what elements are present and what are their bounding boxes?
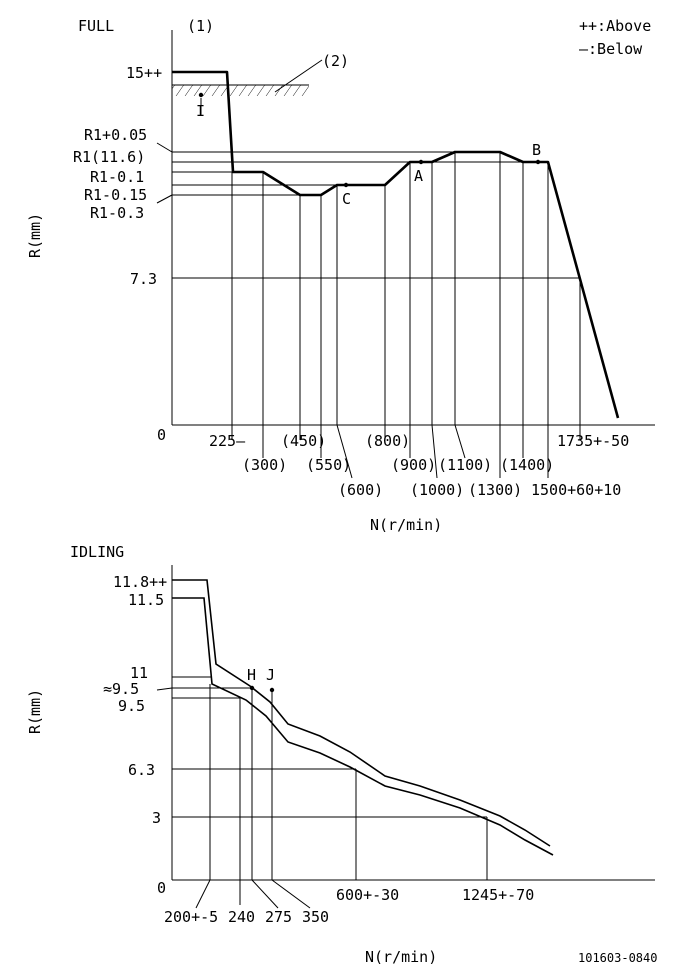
point-C-dot [343,182,349,188]
full-curve [172,70,620,419]
x-label-800: (800) [365,432,410,450]
y-label-r1-minus-015: R1-0.15 [84,186,147,204]
idling-y-axis-label: R(mm) [26,689,44,734]
vline-350-leader [271,879,311,909]
leader-r1-plus [156,142,173,153]
marker-2-leader [274,59,323,93]
y-label-6-3: 6.3 [128,761,155,779]
x-label-1100: (1100) [438,456,492,474]
idling-chart: IDLING H J 11.8++ 11.5 11 ≈9.5 [26,543,655,966]
point-I-dot [198,92,204,98]
full-chart: FULL (1) (2) ++:Above —:Below [26,17,655,534]
x-label-1300: (1300) [468,481,522,499]
x-label-600: 600+-30 [336,886,399,904]
point-B-label: B [532,141,541,159]
y-label-7-3: 7.3 [130,270,157,288]
y-label-3: 3 [152,809,161,827]
x-label-450: (450) [281,432,326,450]
idling-x-axis-label: N(r/min) [365,948,437,966]
vline-1100-leader [454,424,466,459]
x-label-550: (550) [306,456,351,474]
point-I-label: I [196,102,205,120]
y-label-15: 15++ [126,64,162,82]
y-label-r1-minus-01: R1-0.1 [90,168,144,186]
leader-r1-minus-03 [156,194,173,204]
marker-1: (1) [187,17,214,35]
x-label-240: 240 [228,908,255,926]
y-label-0: 0 [157,426,166,444]
point-H-label: H [247,666,256,684]
y-label-approx-9-5: ≈9.5 [103,680,139,698]
full-title: FULL [78,17,114,35]
full-x-axis-label: N(r/min) [370,516,442,534]
x-label-600: (600) [338,481,383,499]
idling-upper-curve [172,579,551,847]
idling-lower-curve [172,597,554,856]
idling-title: IDLING [70,543,124,561]
x-label-300: (300) [242,456,287,474]
y-label-11-5: 11.5 [128,591,164,609]
y-label-9-5: 9.5 [118,697,145,715]
marker-2: (2) [322,52,349,70]
y-label-11: 11 [130,664,148,682]
vline-200-leader [195,879,211,909]
point-A-dot [418,159,424,165]
y-label-11-8: 11.8++ [113,573,167,591]
x-label-1000: (1000) [410,481,464,499]
x-label-1500: 1500+60+10 [531,481,621,499]
y-label-r1-plus-005: R1+0.05 [84,126,147,144]
x-label-350: 350 [302,908,329,926]
vline-600-leader [336,424,353,479]
x-label-1245: 1245+-70 [462,886,534,904]
legend-below: —:Below [579,40,643,58]
full-y-axis-label: R(mm) [26,213,44,258]
point-H-dot [249,685,255,691]
leader-approx-9-5 [156,687,173,691]
point-B-dot [535,159,541,165]
x-label-200: 200+-5 [164,908,218,926]
y-label-r1-116: R1(11.6) [73,148,145,166]
x-label-900: (900) [391,456,436,474]
x-label-225: 225— [209,432,246,450]
point-J-dot [269,687,275,693]
vline-1000-leader [431,424,438,479]
point-A-label: A [414,167,423,185]
point-J-label: J [266,666,275,684]
y-label-r1-minus-03: R1-0.3 [90,204,144,222]
vline-275-leader [251,879,279,909]
x-label-1735: 1735+-50 [557,432,629,450]
drawing-number: 101603-0840 [578,951,657,965]
idling-y-label-0: 0 [157,879,166,897]
x-label-275: 275 [265,908,292,926]
legend-above: ++:Above [579,17,651,35]
full-hatch-limit [172,85,309,96]
point-C-label: C [342,190,351,208]
x-label-1400: (1400) [500,456,554,474]
